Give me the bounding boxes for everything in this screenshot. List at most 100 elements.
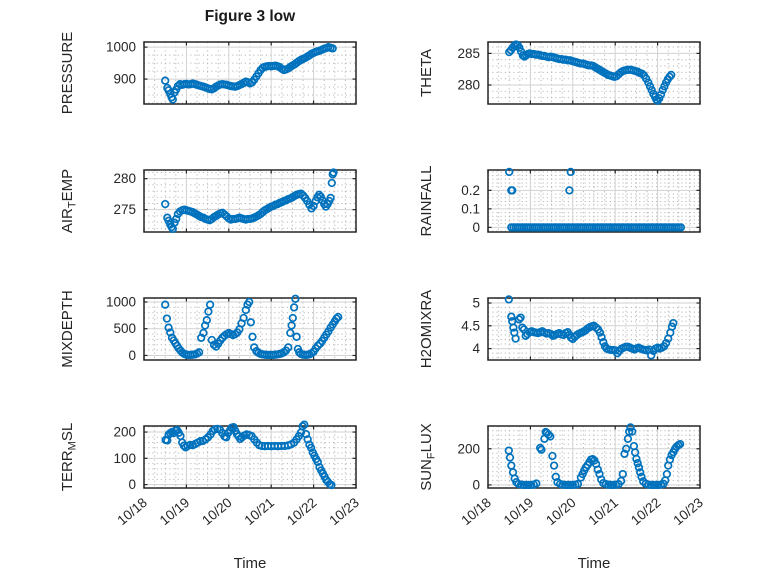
H2OMIXRA-data-points xyxy=(504,295,678,360)
data-point-marker xyxy=(300,420,309,429)
data-point-marker xyxy=(172,214,181,224)
data-point-marker xyxy=(507,312,516,321)
data-point-marker xyxy=(161,300,170,309)
SUN_FLUX-data-points xyxy=(504,423,685,490)
data-point-marker xyxy=(563,480,572,490)
data-point-marker xyxy=(222,433,231,442)
data-point-marker xyxy=(634,463,644,472)
y-axis-label-H2OMIXRA: H2OMIXRA xyxy=(418,290,435,368)
data-point-marker xyxy=(514,315,524,324)
data-point-marker xyxy=(199,328,208,338)
tick-marks xyxy=(143,42,357,104)
data-point-marker xyxy=(565,186,574,195)
axes-box xyxy=(143,41,357,105)
data-point-marker xyxy=(296,189,306,198)
data-point-marker xyxy=(329,168,338,177)
data-point-marker xyxy=(622,444,631,453)
y-tick-label: 285 xyxy=(457,46,480,61)
y-tick-label: 280 xyxy=(113,171,136,186)
data-point-marker xyxy=(593,465,602,474)
axes-box xyxy=(487,41,701,105)
data-point-marker xyxy=(292,332,301,341)
y-tick-label: 4 xyxy=(472,341,480,356)
y-tick-label: 500 xyxy=(113,321,136,336)
tick-marks xyxy=(143,426,357,488)
TERR_MSL-data-points xyxy=(161,420,336,490)
major-grid xyxy=(144,298,356,360)
data-point-marker xyxy=(566,167,575,177)
y-axis-label-THETA: THETA xyxy=(418,49,435,97)
y-tick-label: 4.5 xyxy=(461,318,480,333)
data-point-marker xyxy=(505,167,514,177)
subplot-RAINFALL: 0 0.1 0.2 RAINFALL xyxy=(418,166,701,236)
tick-marks xyxy=(487,42,701,104)
data-point-marker xyxy=(509,323,518,332)
data-point-marker xyxy=(568,334,577,344)
data-point-marker xyxy=(306,443,316,452)
y-axis-label-SUN_FLUX: SUNFLUX xyxy=(418,423,438,491)
y-tick-label: 0 xyxy=(128,477,136,492)
data-point-marker xyxy=(162,314,172,323)
data-point-marker xyxy=(625,427,634,436)
data-point-marker xyxy=(504,295,513,304)
y-axis-label-PRESSURE: PRESSURE xyxy=(59,32,76,115)
data-point-marker xyxy=(665,455,675,464)
data-point-marker xyxy=(628,427,637,436)
y-tick-label: 200 xyxy=(457,441,480,456)
data-point-marker xyxy=(291,294,300,303)
data-point-marker xyxy=(633,459,642,468)
subplot-AIR_TEMP: 275 280 AIRTEMP xyxy=(59,168,357,234)
data-point-marker xyxy=(519,480,528,490)
data-point-marker xyxy=(591,323,601,332)
axes-box xyxy=(143,169,357,233)
data-point-marker xyxy=(313,341,322,350)
data-point-marker xyxy=(284,343,293,352)
data-point-marker xyxy=(248,332,257,341)
data-point-marker xyxy=(194,348,204,357)
data-point-marker xyxy=(549,461,559,470)
data-point-marker xyxy=(209,340,219,349)
data-point-marker xyxy=(164,323,173,332)
data-point-marker xyxy=(544,430,553,439)
data-point-marker xyxy=(599,338,608,347)
y-tick-label: 100 xyxy=(113,451,136,466)
data-point-marker xyxy=(537,445,546,454)
data-point-marker xyxy=(548,451,557,461)
data-point-marker xyxy=(546,432,555,441)
data-point-marker xyxy=(656,90,666,99)
data-point-marker xyxy=(286,328,295,338)
y-tick-label: 275 xyxy=(113,202,136,217)
data-point-marker xyxy=(662,469,672,479)
data-point-marker xyxy=(313,457,322,467)
subplot-H2OMIXRA: 4 4.5 5 H2OMIXRA xyxy=(418,290,701,368)
THETA-data-points xyxy=(505,40,676,105)
y-tick-label: 900 xyxy=(113,72,136,87)
y-tick-label: 0.1 xyxy=(461,201,480,216)
data-point-marker xyxy=(573,479,583,489)
y-tick-label: 5 xyxy=(472,296,480,311)
y-tick-label: 1000 xyxy=(106,40,136,55)
data-point-marker xyxy=(161,76,170,85)
data-point-marker xyxy=(205,300,215,309)
y-tick-label: 280 xyxy=(457,78,480,93)
data-point-marker xyxy=(518,323,527,332)
axes-box xyxy=(487,425,701,489)
data-point-marker xyxy=(288,313,297,323)
data-point-marker xyxy=(332,314,341,323)
data-point-marker xyxy=(532,479,541,488)
data-point-marker xyxy=(326,193,335,203)
MIXDEPTH-data-points xyxy=(161,294,343,360)
data-point-marker xyxy=(246,318,255,327)
data-point-marker xyxy=(328,44,337,53)
data-point-marker xyxy=(508,186,517,195)
AIR_TEMP-data-points xyxy=(161,168,338,234)
subplot-MIXDEPTH: 0 500 1000 MIXDEPTH xyxy=(59,290,357,368)
y-tick-label: 0 xyxy=(128,348,136,363)
figure-title: Figure 3 low xyxy=(204,8,296,25)
y-tick-label: 0 xyxy=(472,477,480,492)
subplot-PRESSURE: 900 1000 PRESSURE xyxy=(59,32,357,115)
subplot-THETA: 280 285 THETA xyxy=(418,40,701,105)
